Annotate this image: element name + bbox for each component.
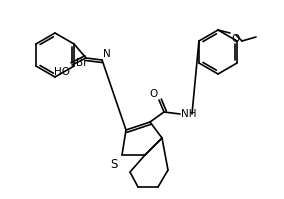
Text: O: O bbox=[150, 89, 158, 99]
Text: S: S bbox=[110, 158, 118, 171]
Text: HO: HO bbox=[54, 67, 70, 77]
Text: O: O bbox=[231, 34, 239, 44]
Text: Br: Br bbox=[76, 58, 87, 68]
Text: N: N bbox=[103, 49, 111, 59]
Text: NH: NH bbox=[181, 109, 197, 119]
